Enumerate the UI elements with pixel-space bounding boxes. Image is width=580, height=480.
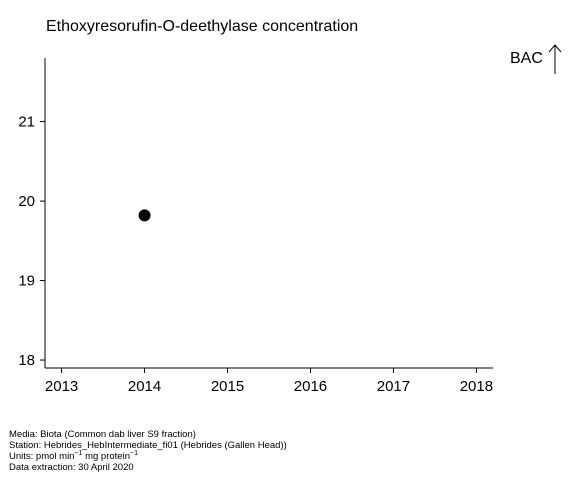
footer-extraction: Data extraction: 30 April 2020 — [9, 462, 134, 473]
y-tick-label: 20 — [18, 193, 35, 210]
data-points — [138, 209, 151, 222]
footer-units-prefix: Units: pmol min — [9, 451, 75, 462]
bac-up-arrow-icon — [548, 44, 562, 74]
y-axis-ticks: 18 19 20 21 — [18, 114, 45, 369]
data-point — [138, 209, 151, 222]
x-tick-label: 2018 — [460, 378, 493, 395]
y-tick-label: 21 — [18, 114, 35, 131]
x-axis-ticks: 2013 2014 2015 2016 2017 2018 — [45, 368, 493, 395]
x-tick-label: 2017 — [377, 378, 410, 395]
chart-title: Ethoxyresorufin-O-deethylase concentrati… — [46, 18, 359, 35]
x-tick-label: 2016 — [294, 378, 327, 395]
footer-notes: Media: Biota (Common dab liver S9 fracti… — [9, 429, 287, 473]
x-tick-label: 2014 — [128, 378, 161, 395]
footer-media: Media: Biota (Common dab liver S9 fracti… — [9, 429, 196, 440]
chart-plot: 18 19 20 21 2013 2014 2015 2016 2017 2018 — [18, 58, 493, 395]
footer-units-sup1: −1 — [74, 450, 83, 457]
y-tick-label: 19 — [18, 273, 35, 290]
bac-label: BAC — [510, 50, 543, 67]
x-tick-label: 2015 — [211, 378, 244, 395]
footer-units-sup2: −1 — [129, 450, 138, 457]
footer-units-middle: mg protein — [82, 451, 130, 462]
x-tick-label: 2013 — [45, 378, 78, 395]
footer-units: Units: pmol min−1 mg protein−1 — [9, 450, 287, 462]
footer-station: Station: Hebrides_HebIntermediate_fi01 (… — [9, 440, 287, 451]
y-tick-label: 18 — [18, 352, 35, 369]
axes — [44, 58, 493, 369]
